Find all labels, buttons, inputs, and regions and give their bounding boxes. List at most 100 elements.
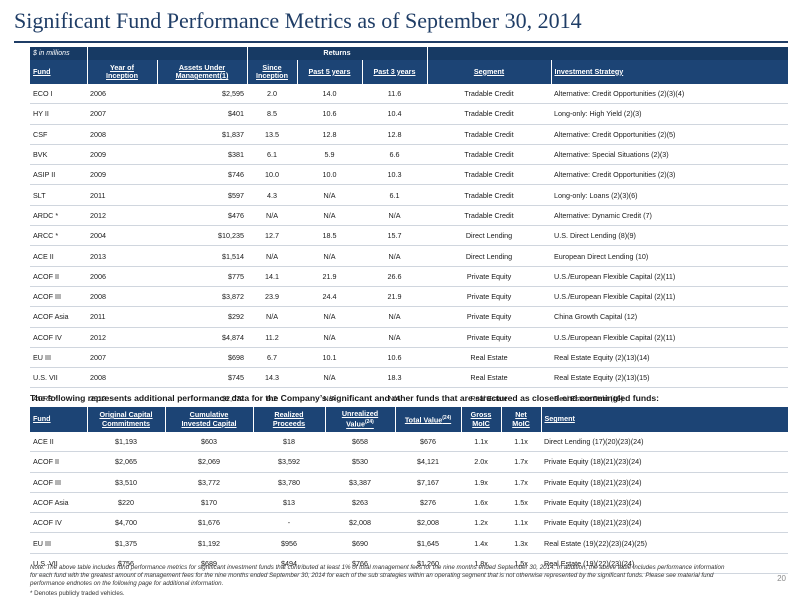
cell-net-moic: 1.5x	[501, 553, 541, 575]
col-segment: Segment	[540, 407, 788, 432]
cell-aum: $401	[157, 103, 247, 125]
cell-since-inception: 12.7	[247, 225, 297, 247]
cell-total-value: $676	[395, 432, 461, 453]
cell-segment: Real Estate (19)(22)(23)(24)	[541, 553, 788, 575]
cell-realized-proceeds: $3,780	[253, 472, 325, 493]
page-title: Significant Fund Performance Metrics as …	[14, 8, 582, 33]
cell-total-value: $7,167	[395, 472, 461, 493]
table-row: EU III 2007 $698 6.7 10.1 10.6 Real Estate Real…	[30, 347, 788, 369]
cell-aum: $476	[157, 205, 247, 227]
cell-unrealized-value: $263	[325, 492, 395, 514]
cell-segment: Tradable Credit	[427, 184, 551, 206]
table-row: ACOF III 2008 $3,872 23.9 24.4 21.9 Private Eq…	[30, 286, 788, 308]
col-net-moic: Net MoIC	[500, 407, 541, 432]
cell-past-3-years: 12.8	[362, 124, 427, 145]
cell-past-3-years: N/A	[362, 327, 427, 348]
cell-original-capital: $1,375	[87, 532, 165, 554]
cell-fund: ARCC *	[30, 225, 87, 247]
col-past-3-years: Past 3 years	[361, 60, 427, 84]
cell-year: 2011	[87, 184, 157, 206]
cell-past-5-years: N/A	[297, 184, 362, 206]
cell-fund: SLT	[30, 184, 87, 206]
cell-original-capital: $4,700	[87, 512, 165, 534]
cell-total-value: $276	[395, 492, 461, 514]
cell-net-moic: 1.3x	[501, 532, 541, 554]
cell-investment-strategy: Alternative: Credit Opportunities (2)(3)…	[551, 84, 788, 105]
cell-past-3-years: 10.4	[362, 103, 427, 125]
cell-past-5-years: 21.9	[297, 266, 362, 287]
table-row: CSF 2008 $1,837 13.5 12.8 12.8 Tradable Credit…	[30, 124, 788, 145]
cell-realized-proceeds: $18	[253, 432, 325, 453]
table-row: ACOF III $3,510 $3,772 $3,780 $3,387 $7,167 1.…	[30, 472, 788, 493]
cell-investment-strategy: Real Estate Equity (2)(13)(15)	[551, 367, 788, 389]
col-unrealized-value: Unrealized Value(24)	[324, 407, 395, 432]
cell-total-value: $1,260	[395, 553, 461, 575]
col-original-capital: Original Capital Commitments	[86, 407, 165, 432]
table-row: ACE II $1,193 $603 $18 $658 $676 1.1x 1.1x Direc…	[30, 432, 788, 453]
col-segment: Segment	[426, 60, 551, 84]
table-row: ACOF IV 2012 $4,874 11.2 N/A N/A Private Equit…	[30, 327, 788, 348]
cell-gross-moic: 2.0x	[461, 451, 501, 473]
cell-cumulative-invested: $1,192	[165, 532, 253, 554]
cell-since-inception: 4.3	[247, 184, 297, 206]
cell-unrealized-value: $2,008	[325, 512, 395, 534]
cell-fund: U.S. VII	[30, 553, 87, 575]
table-row: ACOF II 2006 $775 14.1 21.9 26.6 Private Equit…	[30, 266, 788, 287]
table-row: ACOF Asia 2011 $292 N/A N/A N/A Private Equity…	[30, 306, 788, 328]
table-row: ACRE * 2012 $2,072 6.2 N/A N/A Real Estate Real…	[30, 387, 788, 409]
cell-past-5-years: 24.4	[297, 286, 362, 308]
cell-past-5-years: N/A	[297, 306, 362, 328]
table-row: EU III $1,375 $1,192 $956 $690 $1,645 1.4x 1.3x…	[30, 532, 788, 554]
col-year: Year of Inception	[86, 60, 157, 84]
cell-segment: Private Equity (18)(21)(23)(24)	[541, 472, 788, 493]
returns-header: Returns	[246, 47, 428, 60]
cell-original-capital: $2,065	[87, 451, 165, 473]
cell-segment: Private Equity	[427, 266, 551, 287]
cell-gross-moic: 1.4x	[461, 532, 501, 554]
title-rule	[14, 41, 788, 43]
cell-fund: ACOF III	[30, 472, 87, 493]
closed-end-funds-rows: ACE II $1,193 $603 $18 $658 $676 1.1x 1.1x Direc…	[30, 432, 788, 575]
cell-aum: $745	[157, 367, 247, 389]
cell-cumulative-invested: $2,069	[165, 451, 253, 473]
cell-past-3-years: N/A	[362, 245, 427, 267]
cell-past-3-years: 6.1	[362, 184, 427, 206]
cell-segment: Private Equity (18)(21)(23)(24)	[541, 512, 788, 534]
cell-investment-strategy: Alternative: Dynamic Credit (7)	[551, 205, 788, 227]
cell-segment: Direct Lending	[427, 225, 551, 247]
cell-realized-proceeds: -	[253, 512, 325, 534]
cell-past-3-years: N/A	[362, 306, 427, 328]
table-row: HY II 2007 $401 8.5 10.6 10.4 Tradable Credit L…	[30, 103, 788, 125]
cell-gross-moic: 1.2x	[461, 512, 501, 534]
cell-unrealized-value: $766	[325, 553, 395, 575]
table-row: ACE II 2013 $1,514 N/A N/A N/A Direct Lending E…	[30, 245, 788, 267]
cell-segment: Real Estate (19)(22)(23)(24)(25)	[541, 532, 788, 554]
cell-investment-strategy: Long-only: High Yield (2)(3)	[551, 103, 788, 125]
cell-past-3-years: 10.3	[362, 164, 427, 186]
cell-past-5-years: N/A	[297, 367, 362, 389]
cell-investment-strategy: Long-only: Loans (2)(3)(6)	[551, 184, 788, 206]
cell-total-value: $4,121	[395, 451, 461, 473]
cell-year: 2006	[87, 84, 157, 105]
cell-net-moic: 1.1x	[501, 512, 541, 534]
fund-performance-rows: ECO I 2006 $2,595 2.0 14.0 11.6 Tradable Credi…	[30, 84, 788, 409]
fund-performance-table: $ in millions Returns Fund Year of Incept…	[30, 47, 788, 409]
col-total-value: Total Value(24)	[394, 407, 461, 432]
cell-aum: $2,595	[157, 84, 247, 105]
cell-past-5-years: 5.9	[297, 144, 362, 166]
cell-investment-strategy: European Direct Lending (10)	[551, 245, 788, 267]
table-row: ASIP II 2009 $746 10.0 10.0 10.3 Tradable Cred…	[30, 164, 788, 186]
cell-since-inception: 14.1	[247, 266, 297, 287]
cell-since-inception: 8.5	[247, 103, 297, 125]
cell-investment-strategy: Alternative: Special Situations (2)(3)	[551, 144, 788, 166]
cell-aum: $1,514	[157, 245, 247, 267]
cell-investment-strategy: Alternative: Credit Opportunities (2)(5)	[551, 124, 788, 145]
cell-fund: ACOF II	[30, 266, 87, 287]
cell-segment: Tradable Credit	[427, 84, 551, 105]
cell-segment: Direct Lending	[427, 245, 551, 267]
cell-realized-proceeds: $956	[253, 532, 325, 554]
cell-since-inception: 2.0	[247, 84, 297, 105]
cell-past-3-years: 15.7	[362, 225, 427, 247]
cell-year: 2007	[87, 347, 157, 369]
cell-since-inception: 6.1	[247, 144, 297, 166]
